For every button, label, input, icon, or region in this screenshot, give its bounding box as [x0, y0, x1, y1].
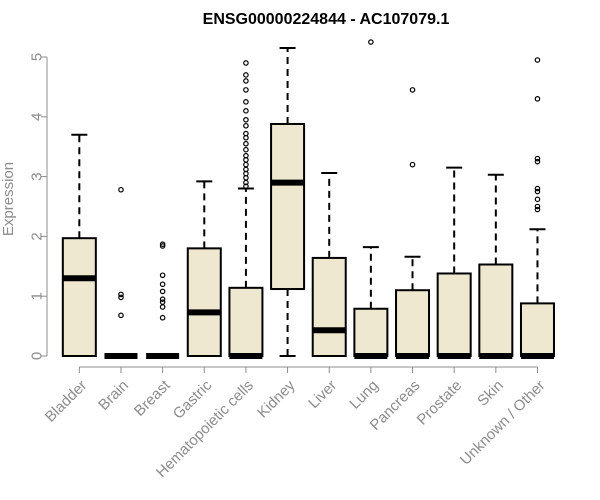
y-tick-label: 0 [29, 352, 46, 360]
box-iqr [186, 247, 222, 357]
box-lung [353, 39, 389, 359]
outlier-point [243, 78, 249, 84]
outlier-point [159, 304, 166, 310]
box-pancreas [395, 87, 431, 359]
outlier-point [409, 87, 416, 93]
outlier-point [118, 186, 124, 193]
box-iqr [353, 307, 389, 357]
outlier-point [243, 146, 249, 153]
outlier-point [243, 99, 249, 105]
outlier-point [534, 206, 541, 213]
y-tick-label: 3 [29, 172, 46, 180]
outlier-point [118, 291, 124, 298]
outlier-point [159, 288, 166, 295]
outlier-point [159, 243, 166, 249]
chart-title: ENSG00000224844 - AC107079.1 [203, 11, 450, 28]
y-axis-label: Expression [0, 162, 17, 236]
box-hematopoietic-cells [228, 60, 264, 359]
x-tick-label: Skin [474, 377, 507, 410]
outlier-point [409, 161, 416, 168]
y-tick-label: 1 [29, 292, 46, 300]
outlier-point [534, 158, 541, 165]
box-unknown-other [519, 57, 555, 359]
y-tick-label: 2 [29, 232, 46, 240]
outlier-point [243, 122, 249, 129]
outlier-point [118, 312, 124, 319]
box-iqr [228, 286, 264, 357]
outlier-point [534, 155, 541, 162]
outlier-point [159, 296, 166, 302]
box-iqr [478, 263, 514, 358]
box-gastric [186, 180, 222, 357]
outlier-point [243, 140, 249, 147]
outlier-point [534, 203, 541, 210]
outlier-point [534, 57, 541, 63]
outlier-point [159, 314, 166, 321]
x-tick-label: Liver [305, 377, 340, 412]
x-tick-label: Brain [95, 377, 132, 414]
outlier-point [118, 294, 124, 301]
x-tick-label: Prostate [414, 377, 466, 429]
x-tick-label: Breast [131, 376, 174, 419]
outlier-point [243, 87, 249, 93]
y-tick-label: 4 [29, 113, 46, 121]
outlier-point [534, 188, 541, 195]
box-iqr [311, 256, 347, 358]
box-liver [311, 172, 347, 358]
box-iqr [395, 289, 431, 357]
outlier-point [243, 60, 249, 66]
box-prostate [436, 166, 472, 359]
outlier-point [243, 134, 249, 141]
outlier-point [534, 196, 541, 203]
box-iqr [61, 237, 97, 357]
outlier-point [243, 161, 249, 168]
outlier-point [243, 108, 249, 114]
outlier-point [243, 72, 249, 78]
outlier-point [243, 179, 249, 186]
x-tick-label: Lung [346, 377, 382, 413]
outlier-point [159, 241, 166, 247]
outlier-point [243, 183, 249, 189]
box-iqr [270, 122, 306, 291]
x-tick-label: Kidney [254, 377, 299, 422]
outlier-point [159, 272, 166, 279]
outlier-point [243, 116, 249, 123]
box-bladder [61, 133, 97, 357]
outlier-point [159, 281, 166, 288]
box-skin [478, 173, 514, 359]
outlier-point [534, 96, 541, 102]
y-axis: 0 1 2 3 4 5 [29, 53, 48, 360]
box-breast [146, 241, 180, 359]
box-kidney [270, 47, 306, 357]
y-tick-label: 5 [29, 53, 46, 61]
x-tick-label: Bladder [42, 377, 91, 426]
outlier-point [534, 185, 541, 192]
box-iqr [436, 272, 472, 358]
outlier-point [159, 299, 166, 305]
outlier-point [368, 39, 374, 45]
boxes-group [61, 39, 555, 359]
box-iqr [519, 302, 555, 358]
box-brain [104, 186, 138, 359]
